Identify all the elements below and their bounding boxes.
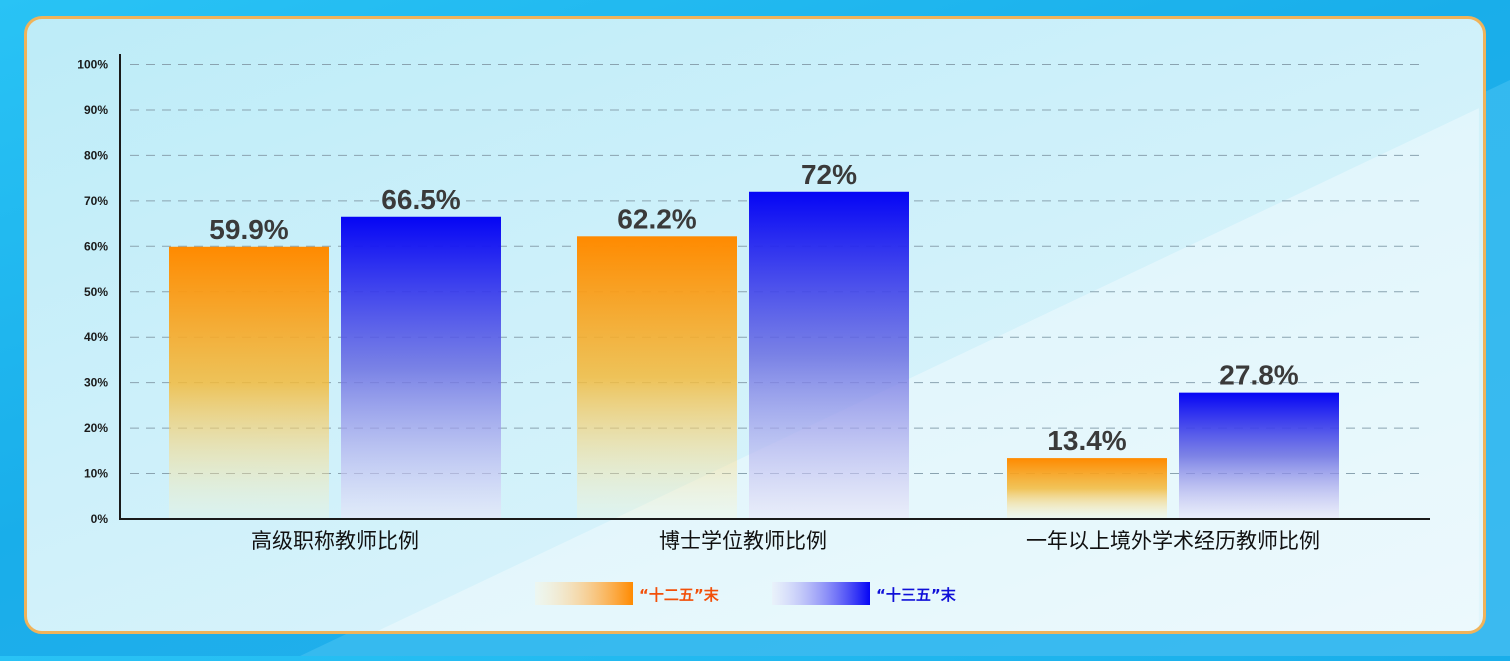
- x-category-label: 高级职称教师比例: [251, 529, 419, 553]
- bars: [169, 191, 1339, 519]
- data-label: 62.2%: [617, 203, 696, 234]
- bar: [749, 191, 909, 519]
- data-labels: 59.9% 66.5% 62.2% 72% 13.4% 27.8%: [209, 159, 1298, 456]
- x-category-label: 一年以上境外学术经历教师比例: [1026, 529, 1320, 553]
- x-axis-categories: 高级职称教师比例 博士学位教师比例 一年以上境外学术经历教师比例: [251, 529, 1320, 553]
- legend-label: “十三五”末: [876, 586, 957, 604]
- x-category-label: 博士学位教师比例: [659, 529, 827, 553]
- data-label: 27.8%: [1219, 360, 1298, 391]
- bar: [577, 236, 737, 519]
- bar: [1007, 458, 1167, 519]
- data-label: 59.9%: [209, 214, 288, 245]
- bar: [341, 216, 501, 519]
- legend-label: “十二五”末: [639, 586, 720, 604]
- y-tick-label: 60%: [84, 239, 108, 253]
- y-tick-label: 10%: [84, 467, 108, 481]
- y-tick-label: 40%: [84, 330, 108, 344]
- data-label: 66.5%: [381, 184, 460, 215]
- bar: [169, 246, 329, 519]
- data-label: 72%: [801, 159, 857, 190]
- y-tick-label: 100%: [77, 58, 108, 72]
- y-tick-label: 50%: [84, 285, 108, 299]
- y-tick-label: 30%: [84, 376, 108, 390]
- legend-swatch: [772, 582, 870, 605]
- legend: “十二五”末 “十三五”末: [535, 582, 957, 605]
- data-label: 13.4%: [1047, 425, 1126, 456]
- bar: [1179, 392, 1339, 519]
- y-tick-label: 80%: [84, 148, 108, 162]
- y-tick-label: 0%: [91, 512, 109, 526]
- y-axis-ticks: 0% 10% 20% 30% 40% 50% 60% 70% 80% 90% 100%: [77, 58, 108, 527]
- y-tick-label: 90%: [84, 103, 108, 117]
- legend-swatch: [535, 582, 633, 605]
- y-tick-label: 20%: [84, 421, 108, 435]
- y-tick-label: 70%: [84, 194, 108, 208]
